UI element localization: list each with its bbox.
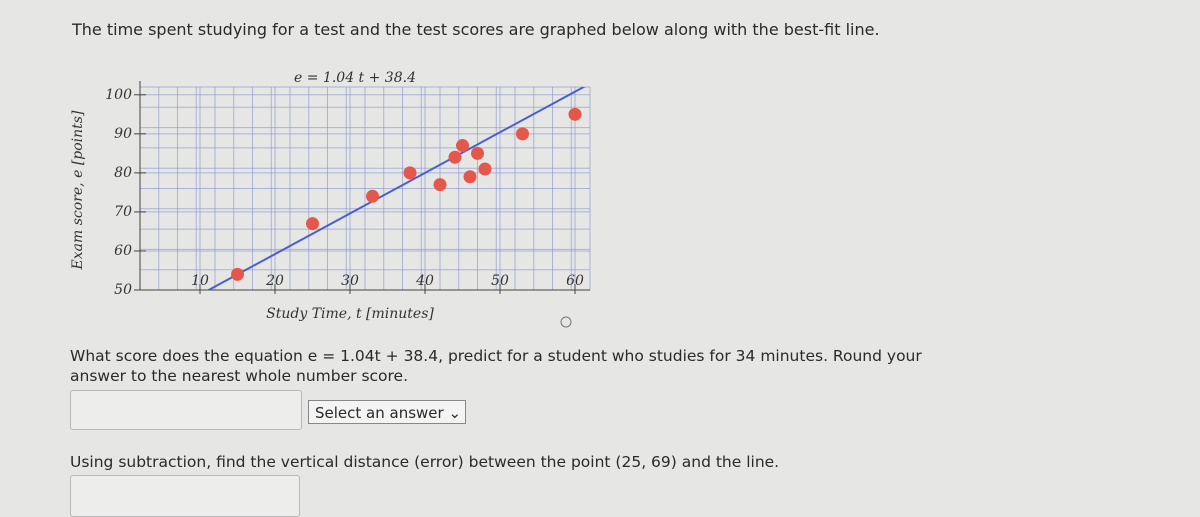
y-tick-label: 50 [114,282,132,298]
x-tick-label: 20 [265,273,284,289]
y-tick-label: 90 [114,126,132,142]
data-point [231,267,244,281]
data-point [403,166,417,180]
data-point [568,107,582,121]
data-point [471,146,484,160]
x-tick-label: 10 [191,273,209,289]
data-point [366,189,379,203]
data-point [478,162,492,176]
data-point [448,150,462,164]
question-2: Using subtraction, find the vertical dis… [70,453,780,471]
x-axis-title: Study Time, t [minutes] [266,306,434,322]
select-label[interactable]: Select an answer [315,404,444,422]
x-tick-label: 50 [491,273,509,289]
y-tick-label: 100 [105,87,132,103]
answer-input-2[interactable] [70,475,300,517]
x-tick-label: 30 [341,273,359,289]
data-point [433,178,447,192]
x-tick-label: 40 [415,273,434,289]
answer-select[interactable]: Select an answer ⌄ [308,400,466,424]
question-1: What score does the equation e = 1.04t +… [70,347,922,385]
chart: e = 1.04 t + 38.4 Study Time, t [minutes… [70,70,591,328]
plot-area [206,87,586,290]
fit-line-label: e = 1.04 t + 38.4 [294,70,416,86]
y-axis-title: Exam score, e [points] [70,110,86,270]
x-tick-label: 60 [566,273,584,289]
data-point [306,217,319,231]
answer-input-1[interactable] [70,390,302,430]
data-point [463,170,477,184]
zoom-icon[interactable] [560,316,572,328]
fit-line [206,87,586,290]
y-tick-label: 80 [114,165,132,181]
intro-text: The time spent studying for a test and t… [72,20,880,39]
y-tick-label: 70 [114,204,132,220]
data-point [456,139,469,153]
y-tick-label: 60 [114,243,132,259]
data-point [516,127,529,141]
